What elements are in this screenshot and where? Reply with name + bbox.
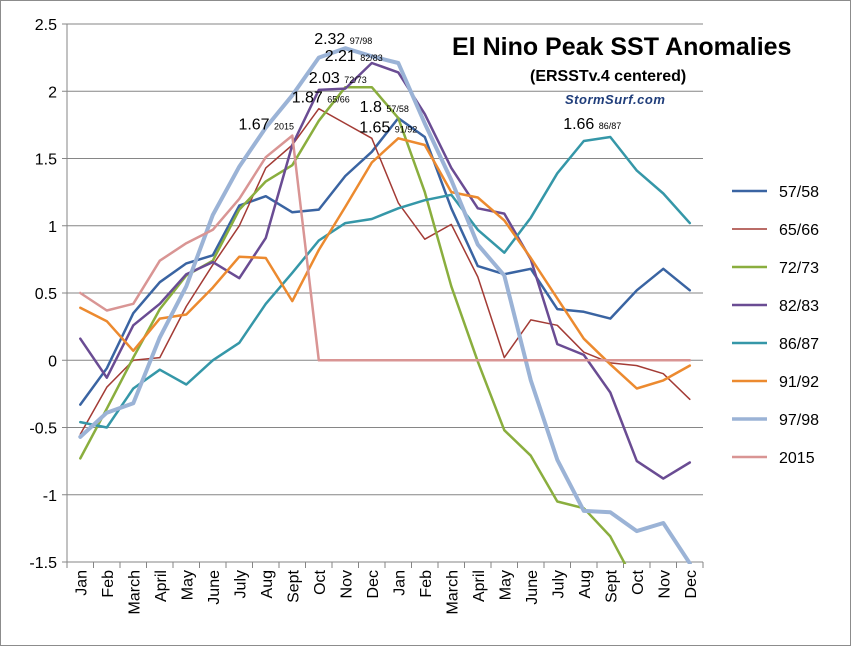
legend-label: 2015 — [779, 450, 815, 467]
series-line-97-98 — [78, 46, 692, 564]
peak-annotation: 1.66 86/87 — [563, 116, 621, 133]
peak-annotation: 1.65 91/92 — [359, 119, 417, 136]
y-tick-label: -1 — [43, 488, 57, 505]
peak-value: 1.65 — [359, 119, 395, 136]
peak-label: 97/98 — [350, 36, 373, 46]
peak-annotation: 2.21 82/83 — [325, 48, 383, 65]
x-tick-label: July — [232, 570, 249, 598]
chart-subtitle: (ERSSTv.4 centered) — [530, 68, 686, 85]
legend: 57/58 65/66 72/73 82/83 86/87 91/92 97/98 2015 — [732, 184, 819, 467]
peak-annotation: 2.32 97/98 — [314, 31, 372, 48]
peak-value: 1.87 — [292, 90, 328, 107]
brand-logo: StormSurf.com — [565, 92, 665, 107]
peak-value: 1.66 — [563, 116, 599, 133]
x-tick-label: Nov — [338, 570, 355, 598]
legend-label: 72/73 — [779, 260, 819, 277]
peak-label: 86/87 — [599, 121, 622, 131]
peak-label: 65/66 — [327, 95, 350, 105]
x-tick-label: Sept — [603, 569, 620, 602]
series-line-91-92 — [79, 137, 692, 390]
series-line-72-73 — [79, 85, 627, 564]
y-tick-label: 1 — [48, 219, 57, 236]
x-tick-label: June — [206, 570, 223, 605]
peak-label: 2015 — [274, 122, 294, 132]
peak-annotation: 1.8 57/58 — [360, 99, 409, 116]
series-lines — [78, 46, 692, 564]
peak-label: 57/58 — [386, 104, 409, 114]
x-tick-label: Jan — [391, 570, 408, 596]
x-tick-labels: Jan Feb March April May June July Aug Sept Oct Nov… — [73, 569, 700, 614]
chart-title: El Nino Peak SST Anomalies — [452, 33, 791, 61]
peak-annotation: 2.03 72/73 — [309, 70, 367, 87]
y-tick-label: -1.5 — [29, 555, 57, 572]
y-tick-label: 2.5 — [35, 17, 57, 34]
series-line-57-58 — [79, 116, 692, 406]
peak-label: 82/83 — [360, 53, 383, 63]
y-tick-label: 0 — [48, 353, 57, 370]
x-tick-label: Oct — [630, 569, 647, 594]
x-tick-label: Aug — [259, 570, 276, 598]
series-line-2015 — [79, 134, 692, 362]
series-line-86-87 — [79, 135, 692, 429]
peak-value: 1.8 — [360, 99, 387, 116]
x-tick-label: March — [126, 570, 143, 614]
x-tick-label: Jan — [73, 570, 90, 596]
y-tick-label: -0.5 — [29, 421, 57, 438]
x-tick-label: July — [550, 570, 567, 598]
peak-annotation: 1.87 65/66 — [292, 90, 350, 107]
series-line-65-66 — [79, 107, 691, 435]
legend-label: 86/87 — [779, 336, 819, 353]
x-tick-label: Feb — [418, 570, 435, 598]
x-tick-label: June — [524, 570, 541, 605]
legend-label: 91/92 — [779, 374, 819, 391]
legend-label: 97/98 — [779, 412, 819, 429]
peak-label: 91/92 — [395, 124, 418, 134]
peak-value: 2.03 — [309, 70, 345, 87]
peak-annotations: 2.32 97/982.21 82/832.03 72/731.87 65/66… — [238, 31, 621, 136]
y-tick-label: 1.5 — [35, 152, 57, 169]
x-tick-label: Sept — [285, 569, 302, 602]
axes — [62, 23, 704, 568]
peak-label: 72/73 — [344, 75, 367, 85]
peak-annotation: 1.67 2015 — [238, 117, 294, 134]
y-tick-labels: 2.5 2 1.5 1 0.5 0 -0.5 -1 -1.5 — [29, 17, 57, 572]
peak-value: 1.67 — [238, 117, 274, 134]
y-tick-label: 2 — [48, 84, 57, 101]
x-tick-label: Feb — [100, 570, 117, 598]
x-tick-label: Dec — [365, 570, 382, 598]
x-tick-label: May — [497, 570, 514, 600]
x-tick-label: May — [179, 570, 196, 600]
peak-value: 2.32 — [314, 31, 350, 48]
x-tick-label: March — [444, 570, 461, 614]
x-tick-label: Oct — [312, 569, 329, 594]
legend-label: 65/66 — [779, 222, 819, 239]
y-tick-label: 0.5 — [35, 286, 57, 303]
x-tick-label: Nov — [656, 570, 673, 598]
x-tick-label: April — [153, 570, 170, 602]
x-tick-label: April — [471, 570, 488, 602]
x-tick-label: Dec — [683, 570, 700, 598]
x-tick-label: Aug — [577, 570, 594, 598]
peak-value: 2.21 — [325, 48, 361, 65]
legend-label: 57/58 — [779, 184, 819, 201]
legend-label: 82/83 — [779, 298, 819, 315]
